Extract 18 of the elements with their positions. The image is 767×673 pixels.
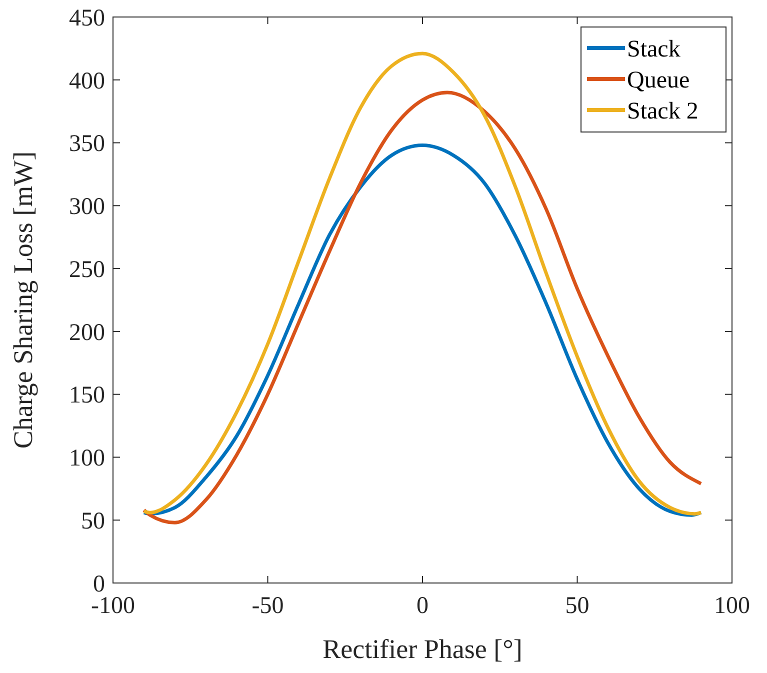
- y-tick-label: 100: [69, 446, 105, 472]
- x-axis-title: Rectifier Phase [°]: [322, 634, 522, 664]
- y-tick-label: 400: [69, 68, 105, 94]
- legend-label: Stack 2: [627, 98, 698, 124]
- legend-label: Queue: [627, 67, 690, 94]
- y-tick-label: 200: [69, 320, 105, 346]
- y-tick-label: 150: [69, 382, 105, 409]
- x-tick-label: 0: [416, 593, 428, 619]
- y-axis-title: Charge Sharing Loss [mW]: [8, 151, 38, 449]
- x-tick-label: 100: [714, 593, 750, 619]
- y-tick-label: 450: [69, 5, 105, 32]
- legend-label: Stack: [627, 36, 680, 62]
- x-tick-label: -50: [252, 593, 284, 619]
- x-tick-label: 50: [565, 593, 590, 619]
- y-tick-label: 350: [69, 131, 105, 158]
- y-tick-label: 50: [81, 508, 105, 535]
- y-tick-label: 300: [69, 194, 105, 220]
- y-tick-label: 250: [69, 256, 105, 283]
